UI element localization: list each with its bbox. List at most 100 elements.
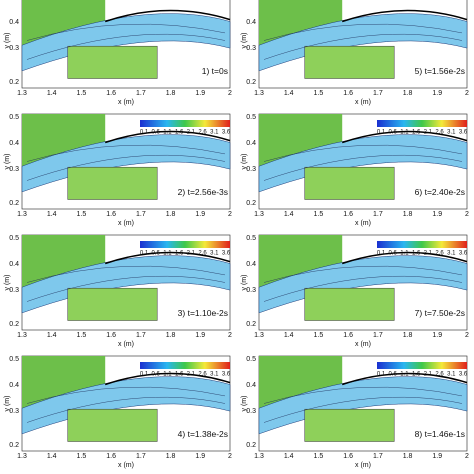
y-axis-label: y (m) — [241, 33, 248, 49]
inset — [304, 408, 395, 442]
green-region — [22, 0, 106, 46]
contours — [263, 144, 463, 181]
colorbar-tick-label: 0.6 — [389, 372, 398, 378]
colorbar-tick-label: 2.6 — [198, 130, 207, 136]
y-tick-label: 0.3 — [246, 45, 256, 52]
x-tick-label: 1.6 — [106, 90, 116, 97]
colorbar-tick-label: 0.1 — [140, 130, 149, 136]
colorbar — [377, 120, 467, 127]
y-tick-label: 0.3 — [9, 287, 19, 294]
x-tick-label: 1.8 — [403, 211, 413, 218]
y-tick-label: 0.3 — [9, 166, 19, 173]
green-region — [22, 356, 106, 409]
panel: 4) t=1.38e-2s 0.5 0.4 0.3 0.2 y (m) 1.3 1.4 1.5 1… — [4, 355, 232, 469]
y-tick-label: 0.5 — [9, 356, 19, 363]
colorbar — [377, 241, 467, 248]
contours — [263, 265, 463, 302]
y-axis-label: y (m) — [4, 396, 11, 412]
x-tick-label: 1.7 — [373, 453, 383, 460]
x-tick-label: 2 — [228, 332, 232, 339]
panel: 7) t=7.50e-2s 0.5 0.4 0.3 0.2 y (m) 1.3 1.4 1.5 1… — [241, 234, 469, 348]
green-region — [22, 235, 106, 288]
inset — [67, 408, 158, 442]
panel-label: 7) t=7.50e-2s — [415, 308, 465, 318]
colorbar-tick-label: 3.1 — [210, 251, 219, 257]
y-tick-label: 0.5 — [9, 235, 19, 242]
upper-wall — [341, 9, 468, 23]
y-tick-label: 0.5 — [246, 356, 256, 363]
x-tick-label: 1.8 — [403, 332, 413, 339]
x-tick-label: 1.9 — [195, 90, 205, 97]
upper-wall — [104, 130, 231, 144]
upper-wall — [104, 372, 231, 386]
x-tick-label: 1.7 — [373, 332, 383, 339]
contours — [26, 23, 226, 60]
x-axis-label: x (m) — [118, 99, 134, 106]
colorbar-tick-label: 2.6 — [435, 251, 444, 257]
colorbar-tick-label: 1.1 — [163, 372, 172, 378]
colorbar-tick-label: 1.1 — [163, 251, 172, 257]
contours — [263, 23, 463, 60]
x-tick-label: 1.3 — [254, 332, 264, 339]
x-tick-label: 1.6 — [343, 332, 353, 339]
colorbar-tick-label: 1.6 — [412, 251, 421, 257]
x-tick-label: 1.5 — [314, 90, 324, 97]
inset — [67, 45, 158, 79]
panel: 6) t=2.40e-2s 0.5 0.4 0.3 0.2 y (m) 1.3 1.4 1.5 1… — [241, 113, 469, 227]
colorbar-tick-label: 0.6 — [152, 372, 161, 378]
x-tick-label: 1.9 — [195, 453, 205, 460]
panel: 8) t=1.46e-1s 0.5 0.4 0.3 0.2 y (m) 1.3 1.4 1.5 1… — [241, 355, 469, 469]
colorbar-tick-label: 0.1 — [377, 251, 386, 257]
colorbar-tick-label: 1.1 — [400, 130, 409, 136]
x-tick-label: 1.4 — [284, 453, 294, 460]
colorbar-tick-label: 1.6 — [175, 251, 184, 257]
y-tick-label: 0.2 — [9, 79, 19, 86]
x-tick-label: 1.5 — [77, 211, 87, 218]
x-tick-label: 1.4 — [284, 211, 294, 218]
x-tick-label: 1.7 — [136, 332, 146, 339]
panel: 3) t=1.10e-2s 0.5 0.4 0.3 0.2 y (m) 1.3 1.4 1.5 1… — [4, 234, 232, 348]
y-tick-label: 0.2 — [9, 442, 19, 449]
colorbar-tick-label: 0.6 — [152, 251, 161, 257]
upper-wall — [104, 9, 231, 23]
colorbar-tick-label: 2.6 — [198, 251, 207, 257]
x-axis-label: x (m) — [355, 99, 371, 106]
x-tick-label: 1.9 — [195, 211, 205, 218]
colorbar-tick-label: 2.1 — [424, 372, 433, 378]
colorbar — [140, 362, 230, 369]
y-tick-label: 0.4 — [246, 382, 256, 389]
x-tick-label: 1.8 — [403, 453, 413, 460]
upper-wall — [341, 251, 468, 265]
x-tick-label: 2 — [228, 90, 232, 97]
y-axis-label: y (m) — [241, 154, 248, 170]
x-tick-label: 1.8 — [403, 90, 413, 97]
colorbar-tick-label: 0.1 — [140, 372, 149, 378]
y-tick-label: 0.4 — [9, 19, 19, 26]
y-axis-label: y (m) — [4, 154, 11, 170]
y-tick-label: 0.3 — [246, 166, 256, 173]
panel: 1) t=0s 0.4 0.3 0.2 y (m) 1.3 1.4 1.5 1.6 1.7 1.8 1… — [4, 0, 232, 106]
colorbar-tick-label: 2.6 — [198, 372, 207, 378]
x-tick-label: 1.7 — [136, 453, 146, 460]
x-tick-label: 1.7 — [373, 211, 383, 218]
y-tick-label: 0.2 — [246, 200, 256, 207]
x-tick-label: 1.8 — [166, 453, 176, 460]
colorbar-tick-label: 3.1 — [447, 372, 456, 378]
y-tick-label: 0.4 — [246, 140, 256, 147]
y-tick-label: 0.2 — [246, 321, 256, 328]
colorbar-tick-label: 3.1 — [210, 372, 219, 378]
green-region — [22, 114, 106, 167]
colorbar-tick-label: 2.1 — [187, 251, 196, 257]
colorbar-tick-label: 2.1 — [187, 372, 196, 378]
contours — [26, 144, 226, 181]
x-tick-label: 2 — [465, 211, 469, 218]
x-tick-label: 1.6 — [343, 211, 353, 218]
colorbar-tick-label: 2.1 — [424, 130, 433, 136]
green-region — [259, 114, 343, 167]
x-tick-label: 2 — [228, 211, 232, 218]
x-tick-label: 1.9 — [432, 211, 442, 218]
x-tick-label: 1.6 — [343, 453, 353, 460]
colorbar-tick-label: 3.6 — [459, 251, 468, 257]
colorbar-tick-label: 2.1 — [187, 130, 196, 136]
panel-label: 4) t=1.38e-2s — [178, 429, 228, 439]
